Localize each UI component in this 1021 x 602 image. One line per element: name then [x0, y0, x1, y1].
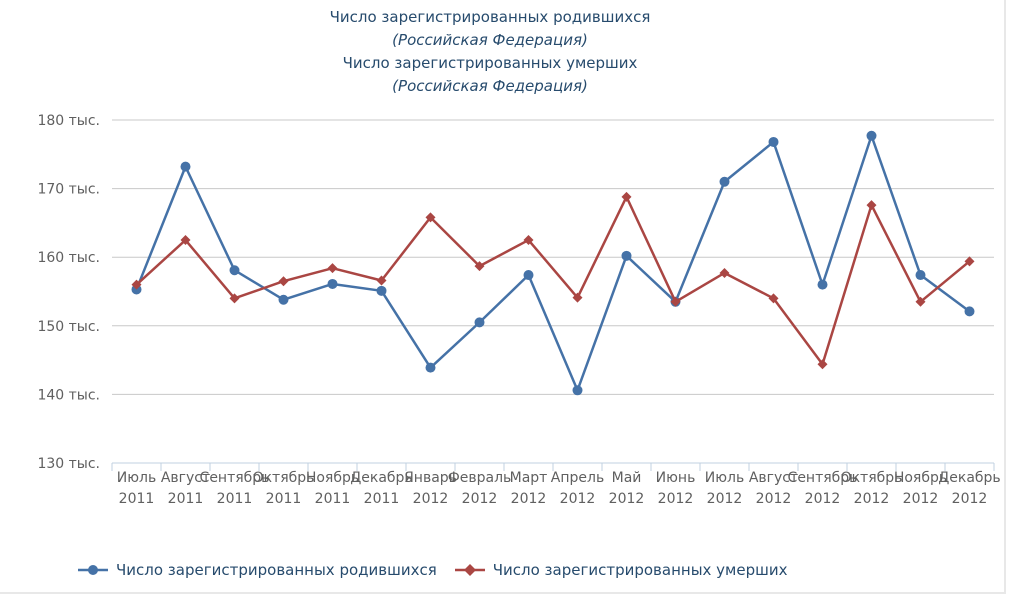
- data-point-0: [964, 306, 975, 317]
- legend: Число зарегистрированных родившихся Числ…: [78, 558, 805, 582]
- data-point-0: [915, 270, 926, 281]
- x-tick-label-year: 2012: [707, 491, 743, 507]
- data-point-1: [670, 296, 681, 307]
- data-point-0: [474, 317, 485, 328]
- data-point-1: [131, 279, 142, 290]
- legend-label-births: Число зарегистрированных родившихся: [116, 561, 437, 579]
- data-point-1: [866, 200, 877, 211]
- legend-label-deaths: Число зарегистрированных умерших: [492, 561, 788, 579]
- data-point-1: [523, 235, 534, 246]
- data-point-0: [278, 294, 289, 305]
- x-tick-label: Июль: [117, 470, 156, 486]
- x-tick-label: Октябрь: [253, 470, 315, 486]
- x-tick-label: Август: [161, 470, 210, 486]
- data-point-1: [817, 359, 828, 370]
- x-tick-label-year: 2012: [952, 491, 988, 507]
- data-point-1: [572, 292, 583, 303]
- legend-marker-deaths-icon: [454, 564, 485, 576]
- data-point-1: [327, 263, 338, 274]
- x-tick-label-year: 2012: [658, 491, 694, 507]
- chart-title-deaths: Число зарегистрированных умерших: [342, 54, 638, 72]
- y-tick-label: 180 тыс.: [37, 113, 100, 129]
- data-point-1: [376, 275, 387, 286]
- data-point-0: [229, 265, 240, 276]
- y-tick-label: 160 тыс.: [37, 250, 100, 266]
- x-tick-label: Август: [749, 470, 798, 486]
- y-tick-label: 140 тыс.: [37, 387, 100, 403]
- x-tick-label: Декабрь: [350, 470, 412, 486]
- x-tick-label: Июнь: [656, 470, 696, 486]
- x-tick-label-year: 2012: [462, 491, 498, 507]
- chart-title-births: Число зарегистрированных родившихся: [329, 8, 651, 26]
- data-point-0: [866, 130, 877, 141]
- x-tick-label: Апрель: [551, 470, 604, 486]
- x-tick-label: Декабрь: [938, 470, 1000, 486]
- x-tick-label-year: 2012: [854, 491, 890, 507]
- data-point-1: [229, 293, 240, 304]
- x-tick-label-year: 2011: [315, 491, 351, 507]
- data-point-1: [964, 256, 975, 267]
- series-line-0: [135, 134, 971, 392]
- y-tick-label: 170 тыс.: [37, 182, 100, 198]
- x-tick-label-year: 2011: [119, 491, 155, 507]
- data-point-1: [719, 267, 730, 278]
- x-tick-label-year: 2012: [609, 491, 645, 507]
- legend-item-deaths[interactable]: Число зарегистрированных умерших: [454, 561, 788, 579]
- x-tick-label-year: 2011: [217, 491, 253, 507]
- data-point-0: [523, 270, 534, 281]
- data-point-1: [425, 212, 436, 223]
- x-tick-label-year: 2012: [756, 491, 792, 507]
- data-point-0: [719, 176, 730, 187]
- data-point-1: [278, 276, 289, 287]
- x-tick-label: Февраль: [448, 470, 512, 486]
- y-tick-label: 150 тыс.: [37, 319, 100, 335]
- legend-item-births[interactable]: Число зарегистрированных родившихся: [78, 561, 437, 579]
- data-point-0: [327, 278, 338, 289]
- data-point-0: [425, 362, 436, 373]
- legend-marker-births-icon: [78, 565, 108, 575]
- x-tick-label-year: 2012: [560, 491, 596, 507]
- x-tick-label: Сентябрь: [788, 470, 858, 486]
- y-tick-label: 130 тыс.: [37, 456, 100, 472]
- data-point-1: [768, 293, 779, 304]
- data-point-0: [180, 161, 191, 172]
- chart-frame: [0, 0, 1006, 594]
- chart-subtitle-deaths: (Российская Федерация): [392, 77, 588, 95]
- data-point-0: [376, 285, 387, 296]
- data-point-1: [915, 296, 926, 307]
- x-tick-label-year: 2011: [266, 491, 302, 507]
- x-tick-label-year: 2012: [903, 491, 939, 507]
- x-tick-label-year: 2012: [805, 491, 841, 507]
- x-tick-label: Март: [510, 470, 548, 486]
- data-point-1: [621, 191, 632, 202]
- chart-titles: Число зарегистрированных родившихся (Рос…: [290, 6, 690, 98]
- x-tick-label: Сентябрь: [200, 470, 270, 486]
- chart-subtitle-births: (Российская Федерация): [392, 31, 588, 49]
- data-point-0: [817, 279, 828, 290]
- data-point-1: [180, 235, 191, 246]
- x-tick-label: Октябрь: [841, 470, 903, 486]
- data-point-0: [572, 385, 583, 396]
- data-point-1: [474, 261, 485, 272]
- x-tick-label: Июль: [705, 470, 744, 486]
- data-point-0: [621, 250, 632, 261]
- x-tick-label: Январь: [404, 470, 457, 486]
- x-tick-label-year: 2011: [168, 491, 204, 507]
- x-tick-label-year: 2012: [413, 491, 449, 507]
- x-tick-label: Ноябрь: [306, 470, 359, 486]
- x-tick-label: Ноябрь: [894, 470, 947, 486]
- x-tick-label-year: 2012: [511, 491, 547, 507]
- series-line-1: [135, 195, 971, 366]
- x-tick-label-year: 2011: [364, 491, 400, 507]
- x-tick-label: Май: [612, 470, 642, 486]
- data-point-0: [768, 136, 779, 147]
